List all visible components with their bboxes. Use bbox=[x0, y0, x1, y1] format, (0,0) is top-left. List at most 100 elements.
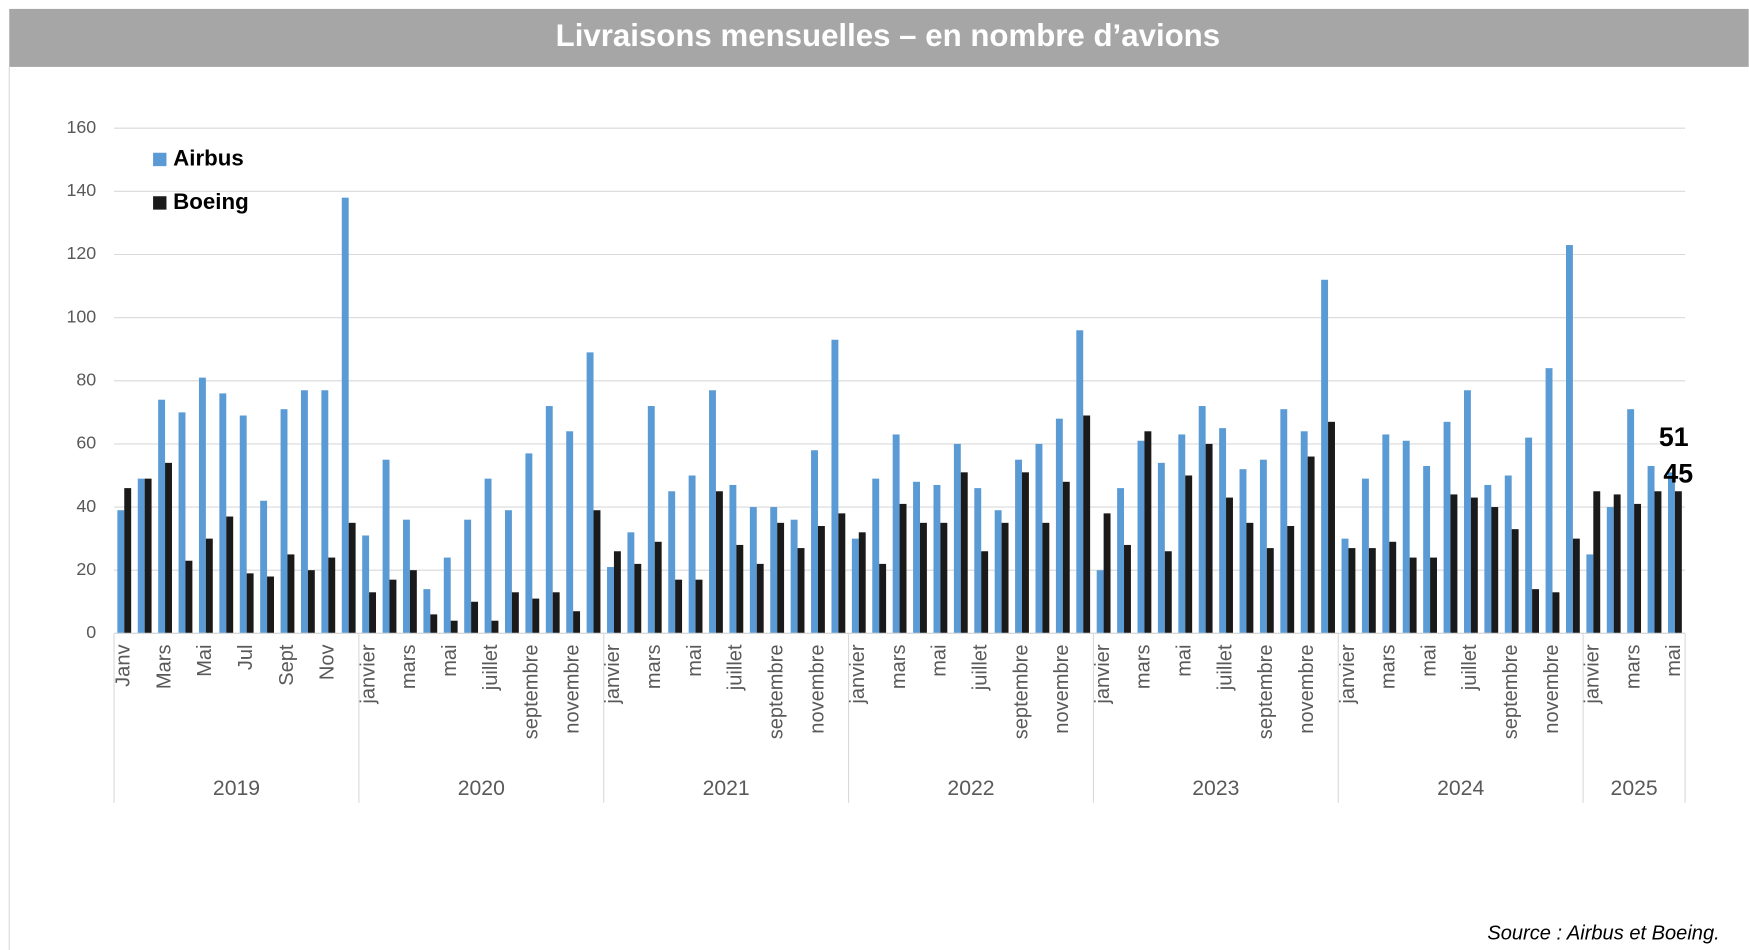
bar bbox=[484, 478, 492, 634]
bar bbox=[1083, 415, 1091, 634]
y-tick-label: 20 bbox=[76, 559, 96, 579]
y-tick-label: 40 bbox=[76, 496, 96, 516]
bar bbox=[1409, 557, 1417, 634]
bar bbox=[1606, 507, 1614, 634]
x-tick-label: mai bbox=[1174, 644, 1196, 676]
x-tick-label: mai bbox=[684, 644, 706, 676]
bar bbox=[1096, 570, 1104, 634]
bar bbox=[198, 377, 206, 634]
bar bbox=[1654, 491, 1662, 634]
bar bbox=[1484, 484, 1492, 634]
bar bbox=[634, 563, 642, 634]
x-tick-label: janvier bbox=[1337, 644, 1359, 704]
bar bbox=[1504, 475, 1512, 634]
x-tick-label: juillet bbox=[1459, 644, 1481, 691]
bar bbox=[668, 491, 676, 634]
bar bbox=[430, 614, 438, 634]
bar bbox=[586, 352, 594, 634]
x-tick-label: mars bbox=[1622, 644, 1644, 689]
x-tick-label: juillet bbox=[725, 644, 747, 691]
bar bbox=[892, 434, 900, 634]
bar bbox=[607, 567, 614, 634]
bar bbox=[1450, 494, 1458, 634]
bar bbox=[491, 620, 499, 634]
bar bbox=[117, 510, 125, 634]
x-tick-label: septembre bbox=[1010, 644, 1032, 739]
bar bbox=[831, 339, 839, 634]
x-tick-label: Mars bbox=[153, 644, 175, 689]
x-tick-label: novembre bbox=[1296, 644, 1318, 733]
bar bbox=[879, 563, 887, 634]
group-label: 2022 bbox=[947, 777, 994, 800]
bar bbox=[471, 601, 479, 634]
bar bbox=[1491, 507, 1499, 634]
bar bbox=[280, 409, 288, 634]
x-tick-label: Janv bbox=[113, 644, 135, 686]
bar bbox=[1668, 472, 1675, 634]
bar bbox=[1239, 469, 1247, 634]
x-tick-label: septembre bbox=[1500, 644, 1522, 739]
bar bbox=[1124, 544, 1131, 634]
y-tick-label: 0 bbox=[86, 622, 96, 642]
bar bbox=[1634, 503, 1642, 634]
bar bbox=[1647, 466, 1655, 634]
bar bbox=[838, 513, 846, 634]
bar bbox=[144, 478, 152, 634]
x-tick-label: mars bbox=[398, 644, 420, 689]
x-tick-label: mai bbox=[1663, 644, 1685, 676]
x-tick-label: septembre bbox=[765, 644, 787, 739]
bar bbox=[369, 592, 377, 634]
bar bbox=[341, 197, 349, 634]
bar bbox=[749, 507, 757, 634]
bar bbox=[1205, 443, 1213, 634]
bar bbox=[178, 412, 186, 634]
bar bbox=[1430, 557, 1437, 634]
x-tick-label: Sept bbox=[276, 644, 298, 686]
legend-swatch bbox=[153, 152, 167, 167]
y-tick-label: 120 bbox=[66, 243, 96, 263]
bar bbox=[1137, 440, 1145, 634]
bar bbox=[675, 579, 683, 634]
bar bbox=[913, 481, 920, 634]
bar bbox=[348, 522, 356, 634]
group-label: 2020 bbox=[458, 777, 505, 800]
bar bbox=[573, 611, 581, 634]
bar bbox=[1035, 443, 1043, 634]
bar bbox=[1103, 513, 1111, 634]
bar bbox=[851, 538, 859, 634]
bar bbox=[1341, 538, 1349, 634]
bar bbox=[695, 579, 703, 634]
bar bbox=[994, 510, 1002, 634]
bar bbox=[1164, 551, 1172, 634]
bar bbox=[226, 516, 234, 634]
x-tick-label: janvier bbox=[847, 644, 869, 704]
bar bbox=[1328, 421, 1335, 634]
bar bbox=[872, 478, 880, 634]
bar bbox=[1593, 491, 1601, 634]
bar bbox=[593, 510, 601, 634]
title-bar bbox=[9, 8, 1749, 67]
x-tick-label: Nov bbox=[317, 644, 339, 680]
bar bbox=[566, 431, 574, 634]
bar bbox=[1022, 472, 1029, 634]
data-label: 51 bbox=[1659, 422, 1689, 452]
bar bbox=[1368, 548, 1376, 634]
bar bbox=[1382, 434, 1390, 634]
bar bbox=[1674, 491, 1682, 634]
bar bbox=[1287, 525, 1295, 634]
legend-swatch bbox=[153, 196, 167, 210]
bar bbox=[1055, 418, 1063, 634]
bar bbox=[1185, 475, 1193, 634]
x-tick-label: septembre bbox=[521, 644, 543, 739]
bar bbox=[858, 532, 866, 634]
bar bbox=[1361, 478, 1369, 634]
bar bbox=[1389, 541, 1397, 634]
x-tick-label: juillet bbox=[1214, 644, 1236, 691]
bar bbox=[328, 557, 336, 634]
x-tick-label: janvier bbox=[1582, 644, 1604, 704]
bar bbox=[362, 535, 370, 634]
bar bbox=[1627, 409, 1635, 634]
bar bbox=[246, 573, 254, 634]
bar bbox=[443, 557, 451, 634]
